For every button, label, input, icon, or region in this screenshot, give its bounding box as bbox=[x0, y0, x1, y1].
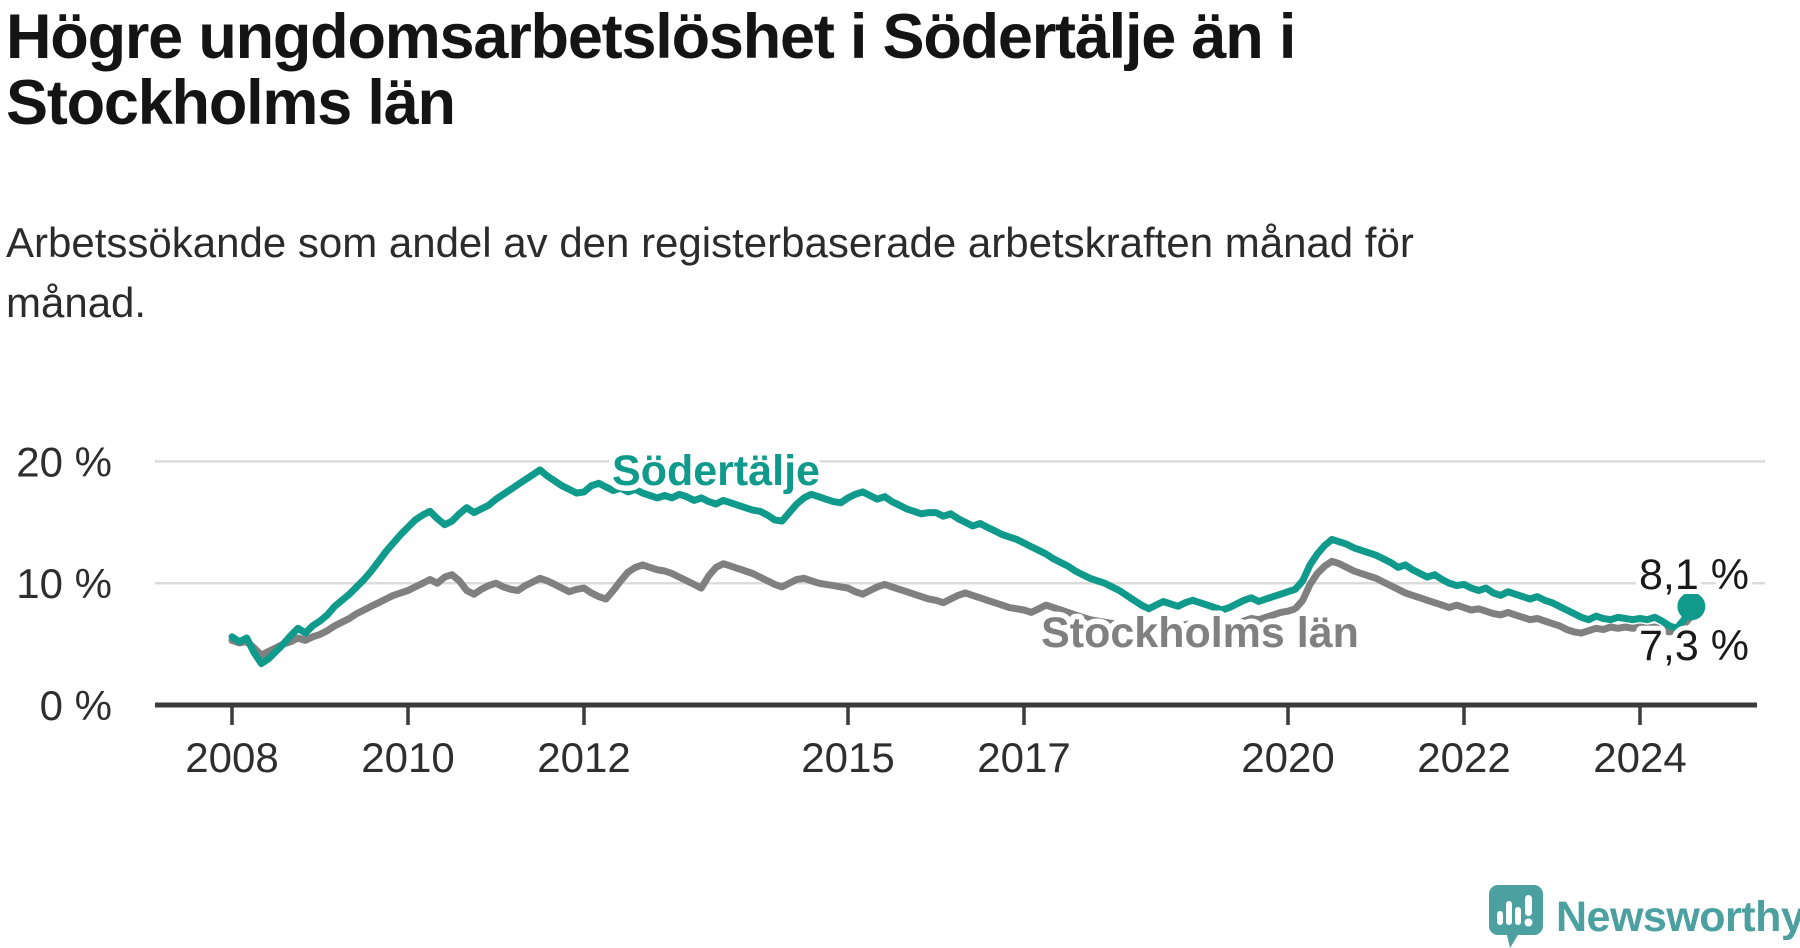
x-tick-label: 2020 bbox=[1241, 734, 1334, 781]
subtitle-line-2: månad. bbox=[6, 279, 147, 326]
end-value-label: 7,3 % bbox=[1639, 622, 1749, 670]
stockholms-laen-line bbox=[228, 557, 1695, 659]
series-label: Stockholms län bbox=[1041, 609, 1359, 657]
newsworthy-logo: Newsworthy bbox=[1488, 884, 1800, 948]
x-tick-label: 2022 bbox=[1417, 734, 1510, 781]
x-tick-label: 2017 bbox=[977, 734, 1070, 781]
x-tick-label: 2012 bbox=[537, 734, 630, 781]
title-line-2: Stockholms län bbox=[6, 68, 456, 138]
x-tick-label: 2015 bbox=[801, 734, 894, 781]
x-tick-label: 2024 bbox=[1593, 734, 1686, 781]
x-tick-label: 2010 bbox=[361, 734, 454, 781]
y-tick-label: 20 % bbox=[16, 438, 112, 485]
subtitle-line-1: Arbetssökande som andel av den registerb… bbox=[6, 219, 1414, 266]
y-tick-label: 10 % bbox=[16, 560, 112, 607]
page-title: Högre ungdomsarbetslöshet i Södertälje ä… bbox=[6, 2, 1296, 138]
end-value-label: 8,1 % bbox=[1639, 551, 1749, 599]
soedertaelje-line bbox=[228, 466, 1695, 668]
x-tick-label: 2008 bbox=[185, 734, 278, 781]
newsworthy-logo-text: Newsworthy bbox=[1556, 892, 1800, 941]
series-label: Södertälje bbox=[612, 447, 820, 495]
chart-subtitle: Arbetssökande som andel av den registerb… bbox=[6, 213, 1414, 333]
y-tick-label: 0 % bbox=[40, 682, 112, 729]
last-point-dot bbox=[1677, 592, 1706, 621]
speech-bubble-bar-chart-icon bbox=[1489, 885, 1543, 948]
title-line-1: Högre ungdomsarbetslöshet i Södertälje ä… bbox=[6, 2, 1296, 72]
